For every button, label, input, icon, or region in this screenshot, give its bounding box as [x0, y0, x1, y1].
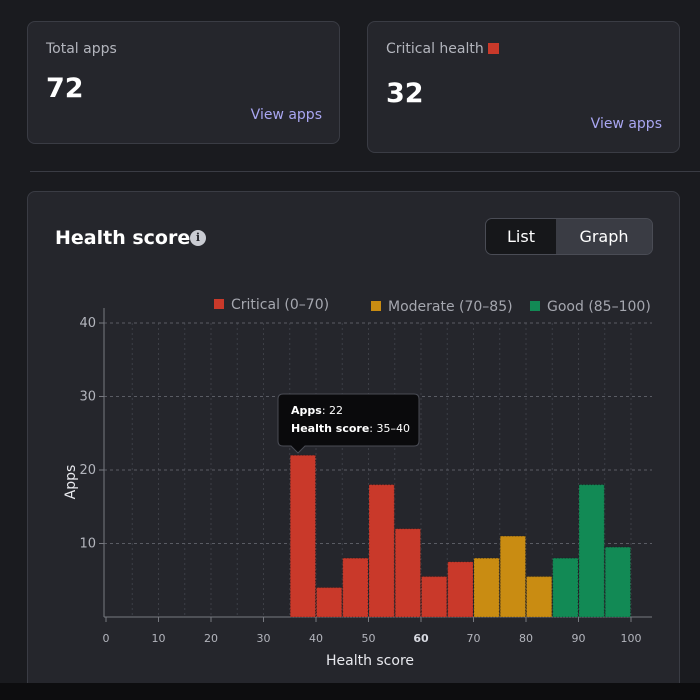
y-tick-label: 20 [79, 463, 96, 478]
panel-title: Health score [55, 227, 191, 249]
histogram-bar [604, 546, 631, 618]
x-tick-label: 60 [413, 632, 429, 645]
x-tick-label: 50 [362, 632, 376, 645]
x-tick-label: 20 [204, 632, 218, 645]
view-critical-apps-link[interactable]: View apps [590, 116, 662, 132]
view-apps-link[interactable]: View apps [250, 107, 322, 123]
y-axis-title: Apps [63, 465, 79, 500]
y-tick-label: 10 [79, 537, 96, 552]
bottom-bar [0, 683, 700, 700]
y-tick-label: 30 [79, 390, 96, 405]
total-apps-card: Total apps 72 View apps [27, 21, 340, 144]
critical-health-label: Critical health [386, 41, 484, 57]
legend-label: Critical (0–70) [231, 297, 329, 313]
x-tick-label: 100 [621, 632, 642, 645]
histogram-bar [342, 557, 369, 618]
toggle-list-button[interactable]: List [486, 219, 556, 254]
legend-swatch [214, 299, 224, 309]
legend-swatch [371, 301, 381, 311]
view-toggle: List Graph [485, 218, 653, 255]
histogram-bar [552, 557, 579, 618]
legend-swatch [530, 301, 540, 311]
histogram-bar [473, 557, 500, 618]
x-tick-label: 40 [309, 632, 323, 645]
legend-label: Good (85–100) [547, 299, 651, 315]
section-divider [30, 171, 700, 172]
x-tick-label: 10 [152, 632, 166, 645]
x-axis-title: Health score [326, 653, 414, 669]
total-apps-value: 72 [46, 73, 84, 104]
histogram-bar [316, 587, 343, 618]
histogram-bar [394, 528, 421, 618]
x-tick-label: 90 [572, 632, 586, 645]
x-tick-label: 70 [467, 632, 481, 645]
tooltip-apps-line: Apps: 22 [291, 404, 343, 417]
critical-health-card: Critical health 32 View apps [367, 21, 680, 153]
y-tick-label: 40 [79, 316, 96, 331]
histogram-bar [447, 561, 474, 618]
info-icon[interactable]: i [190, 230, 206, 246]
critical-health-label-row: Critical health [386, 41, 499, 57]
critical-swatch-icon [487, 43, 499, 54]
legend-label: Moderate (70–85) [388, 299, 513, 315]
x-tick-label: 80 [519, 632, 533, 645]
histogram-bar [578, 484, 605, 618]
histogram-bar [289, 454, 316, 618]
histogram-bar [526, 576, 553, 618]
x-tick-label: 0 [103, 632, 110, 645]
x-tick-label: 30 [257, 632, 271, 645]
tooltip-score-line: Health score: 35–40 [291, 422, 410, 435]
tooltip-box [277, 393, 420, 454]
histogram-bar [421, 576, 448, 618]
histogram-bar [368, 484, 395, 618]
histogram-bar [499, 535, 526, 618]
toggle-graph-button[interactable]: Graph [556, 219, 652, 254]
total-apps-label: Total apps [46, 41, 117, 57]
critical-health-value: 32 [386, 78, 424, 109]
